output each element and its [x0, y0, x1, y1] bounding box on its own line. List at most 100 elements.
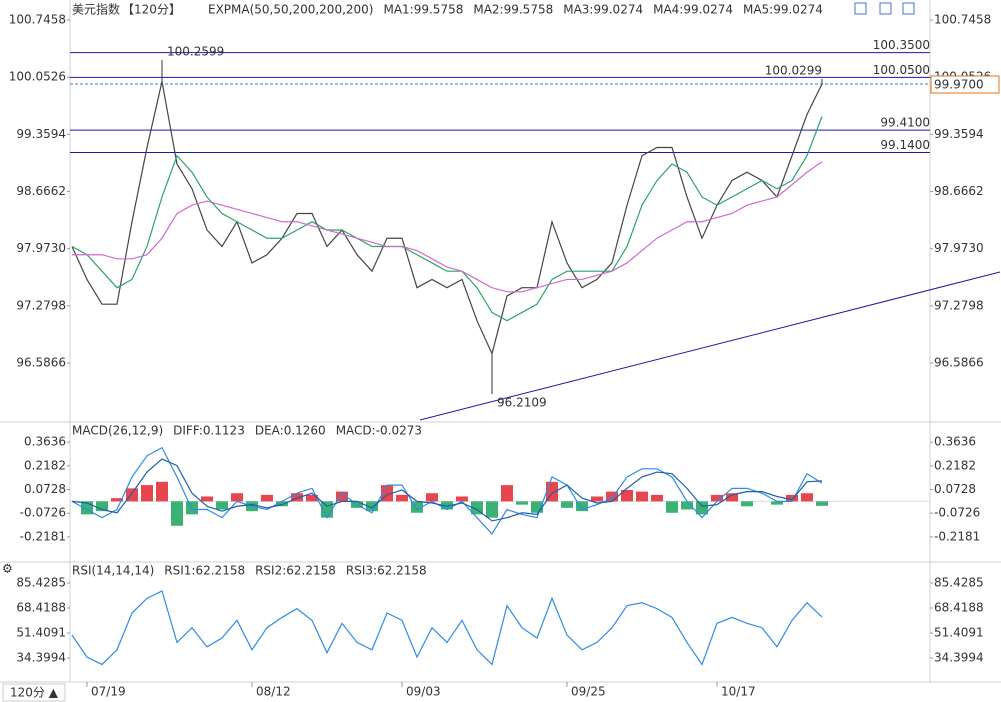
macd-bar — [771, 501, 783, 505]
level-label: 100.3500 — [873, 38, 930, 52]
macd-bar — [456, 496, 468, 502]
instrument-title: 美元指数 — [72, 2, 120, 17]
last-price-label: 99.9700 — [934, 77, 984, 91]
macd-bar — [666, 501, 678, 513]
level-label: 99.4100 — [880, 116, 930, 130]
macd-bar — [441, 501, 453, 510]
y-tick-label: 85.4285 — [934, 575, 984, 589]
x-tick-label: 07/19 — [91, 685, 126, 699]
macd-bar — [726, 493, 738, 502]
series-line — [71, 446, 823, 535]
macd-bar — [411, 501, 423, 513]
period-button-label[interactable]: 120分 ▲ — [10, 686, 59, 700]
y-tick-label: 99.3594 — [934, 127, 984, 141]
macd-bar — [96, 501, 108, 512]
last-high-label: 100.0299 — [765, 64, 822, 78]
macd-bar — [621, 489, 633, 502]
y-tick-label: 97.9730 — [934, 241, 984, 255]
rsi-icon: ⚙ — [2, 562, 13, 576]
y-tick-label: 0.0728 — [24, 482, 66, 496]
y-tick-label: 0.2182 — [934, 458, 976, 472]
macd-bar — [396, 494, 408, 502]
y-tick-label: 0.2182 — [24, 458, 66, 472]
y-tick-label: 51.4091 — [16, 625, 66, 639]
y-tick-label: 0.0728 — [934, 482, 976, 496]
x-tick-label: 10/17 — [721, 685, 756, 699]
y-tick-label: 98.6662 — [16, 184, 66, 198]
fullscreen-button[interactable] — [902, 2, 915, 15]
series-line — [71, 590, 823, 666]
macd-bar — [141, 485, 153, 502]
y-tick-label: 0.3636 — [24, 435, 66, 449]
legend-entry: DEA:0.1260 — [255, 424, 326, 438]
legend-entry: MA4:99.0274 — [653, 3, 733, 17]
y-tick-label: -0.2181 — [20, 529, 66, 543]
macd-bar — [681, 501, 693, 510]
legend-entry: RSI1:62.2158 — [164, 564, 245, 578]
indicator-title: RSI(14,14,14) — [72, 564, 154, 578]
macd-bar — [336, 491, 348, 502]
x-tick-label: 08/12 — [256, 685, 291, 699]
macd-bar — [201, 496, 213, 502]
legend-entry: MA1:99.5758 — [383, 3, 463, 17]
last-price-box — [930, 75, 1000, 94]
series-line — [71, 116, 823, 322]
macd-bar — [111, 498, 123, 502]
macd-bar — [216, 501, 228, 510]
y-tick-label: 100.7458 — [9, 12, 66, 26]
legend-entry: RSI2:62.2158 — [255, 564, 336, 578]
macd-bar — [366, 501, 378, 512]
settings-button[interactable] — [879, 2, 892, 15]
macd-bar — [426, 493, 438, 502]
macd-bar — [786, 494, 798, 502]
indicator-title: MACD(26,12,9) — [72, 424, 163, 438]
y-tick-label: 34.3994 — [934, 650, 984, 664]
trend-line — [419, 271, 1001, 421]
y-tick-label: 97.9730 — [16, 241, 66, 255]
y-tick-label: 0.3636 — [934, 435, 976, 449]
macd-bar — [291, 493, 303, 502]
y-tick-label: 100.7458 — [934, 12, 991, 26]
macd-bar — [261, 494, 273, 502]
y-tick-label: 96.5866 — [16, 356, 66, 370]
zoom-button[interactable] — [854, 2, 867, 15]
y-tick-label: 97.2798 — [934, 298, 984, 312]
series-line — [72, 161, 823, 293]
legend-entry: DIFF:0.1123 — [173, 424, 245, 438]
y-tick-label: 99.3594 — [16, 127, 66, 141]
y-tick-label: 68.4188 — [934, 600, 984, 614]
y-tick-label: -0.2181 — [934, 529, 980, 543]
macd-bar — [561, 501, 573, 508]
x-tick-label: 09/25 — [571, 685, 606, 699]
macd-bar — [606, 491, 618, 502]
y-tick-label: 68.4188 — [16, 600, 66, 614]
macd-bar — [696, 501, 708, 515]
level-label: 99.1400 — [880, 138, 930, 152]
macd-bar — [231, 493, 243, 502]
y-tick-label: -0.0726 — [20, 506, 66, 520]
legend-entry: MA5:99.0274 — [743, 3, 823, 17]
y-tick-label: 100.0526 — [9, 70, 66, 84]
macd-bar — [501, 485, 513, 502]
macd-bar — [486, 501, 498, 518]
y-tick-label: 97.2798 — [16, 298, 66, 312]
series-line — [71, 458, 823, 522]
legend-entry: MACD:-0.0273 — [336, 424, 422, 438]
macd-bar — [816, 501, 828, 506]
macd-bar — [516, 501, 528, 505]
macd-bar — [741, 501, 753, 507]
y-tick-label: 85.4285 — [16, 575, 66, 589]
period-button[interactable] — [2, 683, 66, 702]
period-label: 【120分】 — [122, 3, 181, 17]
indicator-title: EXPMA(50,50,200,200,200) — [208, 3, 373, 17]
macd-bar — [306, 494, 318, 502]
y-tick-label: 98.6662 — [934, 184, 984, 198]
y-tick-label: 51.4091 — [934, 625, 984, 639]
macd-bar — [186, 501, 198, 515]
legend-entry: MA2:99.5758 — [473, 3, 553, 17]
macd-bar — [801, 493, 813, 502]
macd-bar — [651, 494, 663, 502]
macd-bar — [276, 501, 288, 507]
